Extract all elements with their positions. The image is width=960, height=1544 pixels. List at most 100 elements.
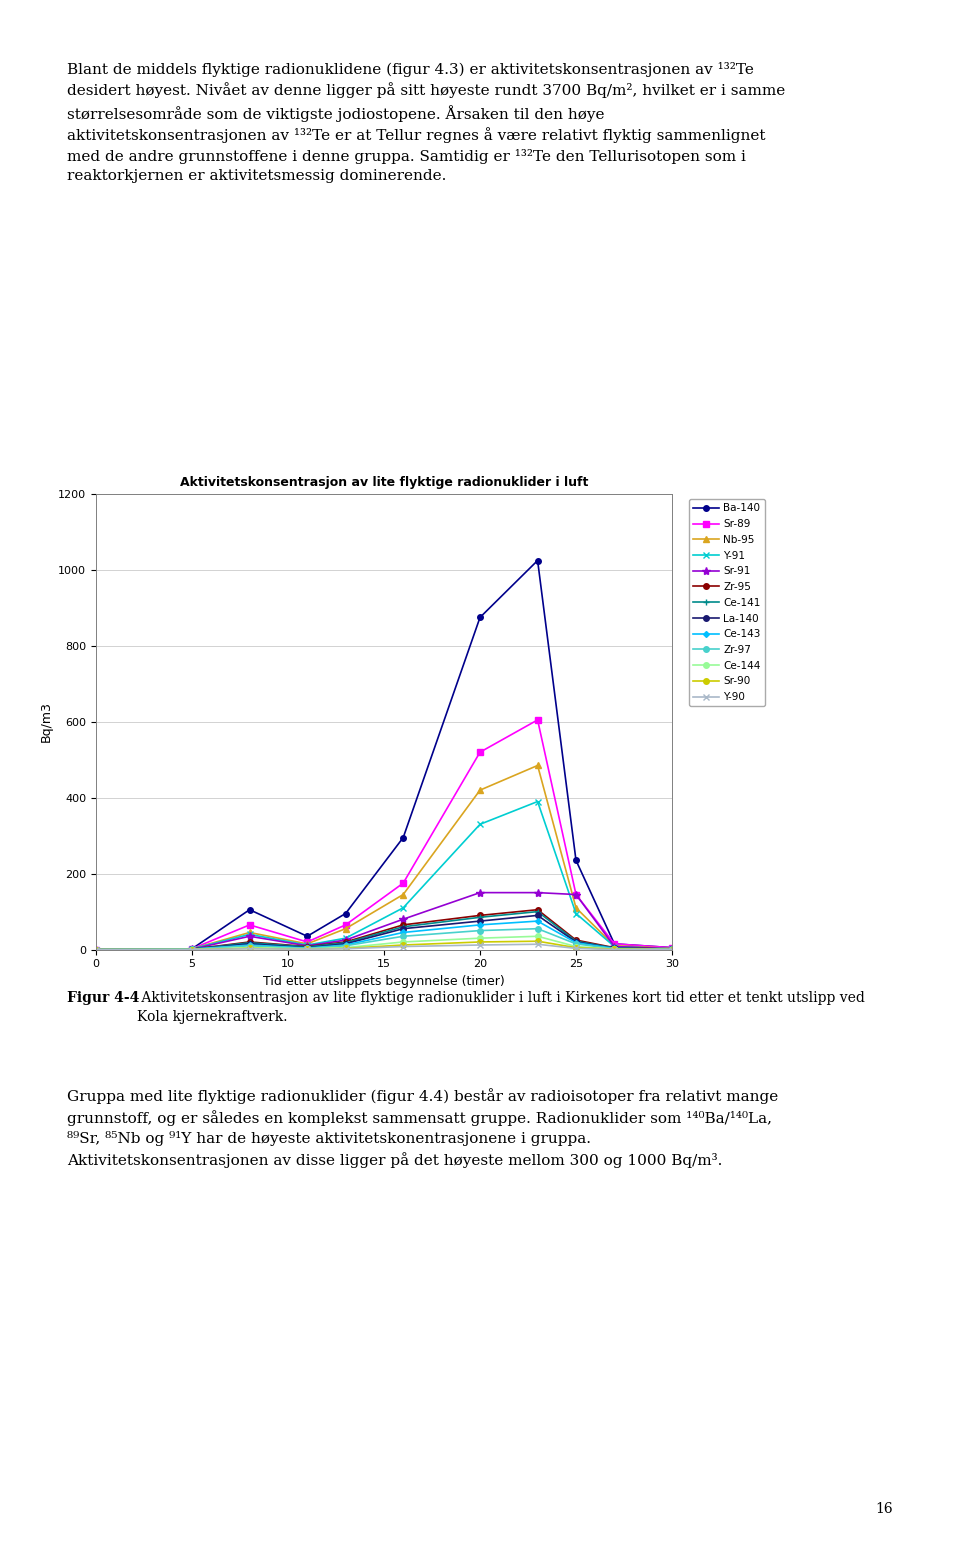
Zr-95 (340, 933, 351, 951)
Ce-141 (186, 940, 198, 959)
Y-90 (186, 940, 198, 959)
Line: Ba-140: Ba-140 (93, 557, 675, 953)
Nb-95 (340, 919, 351, 937)
Zr-97 (244, 937, 255, 956)
Ce-143 (609, 939, 620, 957)
Ce-144 (301, 940, 313, 959)
Zr-97 (570, 934, 582, 953)
Y-91 (340, 929, 351, 948)
Sr-90 (397, 936, 409, 954)
Sr-89 (186, 940, 198, 959)
Sr-89 (666, 939, 678, 957)
Sr-90 (532, 933, 543, 951)
Sr-89 (570, 885, 582, 903)
Y-90 (532, 936, 543, 954)
Sr-91 (474, 883, 486, 902)
Nb-95 (666, 939, 678, 957)
Ba-140 (397, 828, 409, 846)
Sr-90 (666, 940, 678, 959)
Ce-144 (340, 939, 351, 957)
Ce-141 (666, 940, 678, 959)
Y-91 (532, 792, 543, 811)
Text: 16: 16 (876, 1502, 893, 1516)
X-axis label: Tid etter utslippets begynnelse (timer): Tid etter utslippets begynnelse (timer) (263, 974, 505, 988)
Sr-91 (244, 926, 255, 945)
Zr-97 (532, 919, 543, 937)
Ba-140 (301, 926, 313, 945)
Line: Sr-91: Sr-91 (92, 888, 676, 954)
Ce-141 (397, 917, 409, 936)
Line: Sr-90: Sr-90 (93, 939, 675, 953)
Sr-90 (474, 933, 486, 951)
Y-90 (570, 939, 582, 957)
Ce-143 (570, 934, 582, 953)
La-140 (301, 939, 313, 957)
Text: Aktivitetskonsentrasjon av lite flyktige radionuklider i luft i Kirkenes kort ti: Aktivitetskonsentrasjon av lite flyktige… (137, 991, 865, 1024)
Y-91 (244, 925, 255, 943)
Y-91 (570, 905, 582, 923)
Zr-95 (90, 940, 102, 959)
Line: Y-90: Y-90 (92, 940, 676, 953)
Ce-143 (186, 940, 198, 959)
Y-91 (474, 815, 486, 834)
Zr-97 (301, 939, 313, 957)
Zr-95 (397, 916, 409, 934)
Ba-140 (474, 608, 486, 627)
Y-90 (340, 940, 351, 959)
Ce-141 (340, 934, 351, 953)
La-140 (666, 940, 678, 959)
Line: Nb-95: Nb-95 (93, 763, 675, 953)
Zr-95 (666, 940, 678, 959)
Zr-95 (244, 933, 255, 951)
Legend: Ba-140, Sr-89, Nb-95, Y-91, Sr-91, Zr-95, Ce-141, La-140, Ce-143, Zr-97, Ce-144,: Ba-140, Sr-89, Nb-95, Y-91, Sr-91, Zr-95… (688, 499, 765, 706)
Sr-90 (244, 939, 255, 957)
Y-90 (244, 940, 255, 959)
Line: La-140: La-140 (93, 913, 675, 953)
Ce-144 (244, 939, 255, 957)
Line: Zr-97: Zr-97 (93, 926, 675, 953)
Y-90 (474, 936, 486, 954)
Ce-144 (532, 926, 543, 945)
Ce-144 (609, 940, 620, 959)
Ce-143 (532, 913, 543, 931)
Sr-89 (532, 710, 543, 729)
Y-91 (609, 937, 620, 956)
Line: Y-91: Y-91 (92, 798, 676, 953)
Ba-140 (532, 551, 543, 570)
Ba-140 (90, 940, 102, 959)
Ce-141 (474, 908, 486, 926)
Line: Ce-141: Ce-141 (92, 908, 676, 953)
Zr-95 (609, 939, 620, 957)
Nb-95 (474, 781, 486, 800)
Zr-97 (474, 922, 486, 940)
Zr-97 (186, 940, 198, 959)
Ce-144 (90, 940, 102, 959)
Sr-89 (609, 934, 620, 953)
Ce-143 (244, 936, 255, 954)
La-140 (90, 940, 102, 959)
Y-90 (90, 940, 102, 959)
Y-90 (666, 940, 678, 959)
Line: Ce-143: Ce-143 (94, 919, 674, 951)
Sr-90 (570, 939, 582, 957)
Sr-90 (301, 940, 313, 959)
Ce-143 (474, 916, 486, 934)
Sr-91 (90, 940, 102, 959)
Sr-91 (532, 883, 543, 902)
Ce-143 (666, 940, 678, 959)
Nb-95 (244, 923, 255, 942)
Nb-95 (397, 885, 409, 903)
Ce-141 (244, 934, 255, 953)
La-140 (474, 913, 486, 931)
La-140 (532, 906, 543, 925)
Y-91 (186, 940, 198, 959)
Zr-97 (90, 940, 102, 959)
Ce-143 (397, 923, 409, 942)
Ba-140 (570, 851, 582, 869)
Y-91 (301, 936, 313, 954)
Line: Sr-89: Sr-89 (93, 716, 675, 953)
Y-axis label: Bq/m3: Bq/m3 (39, 701, 53, 743)
Ce-143 (301, 939, 313, 957)
Sr-89 (244, 916, 255, 934)
Text: Figur 4-4: Figur 4-4 (67, 991, 139, 1005)
